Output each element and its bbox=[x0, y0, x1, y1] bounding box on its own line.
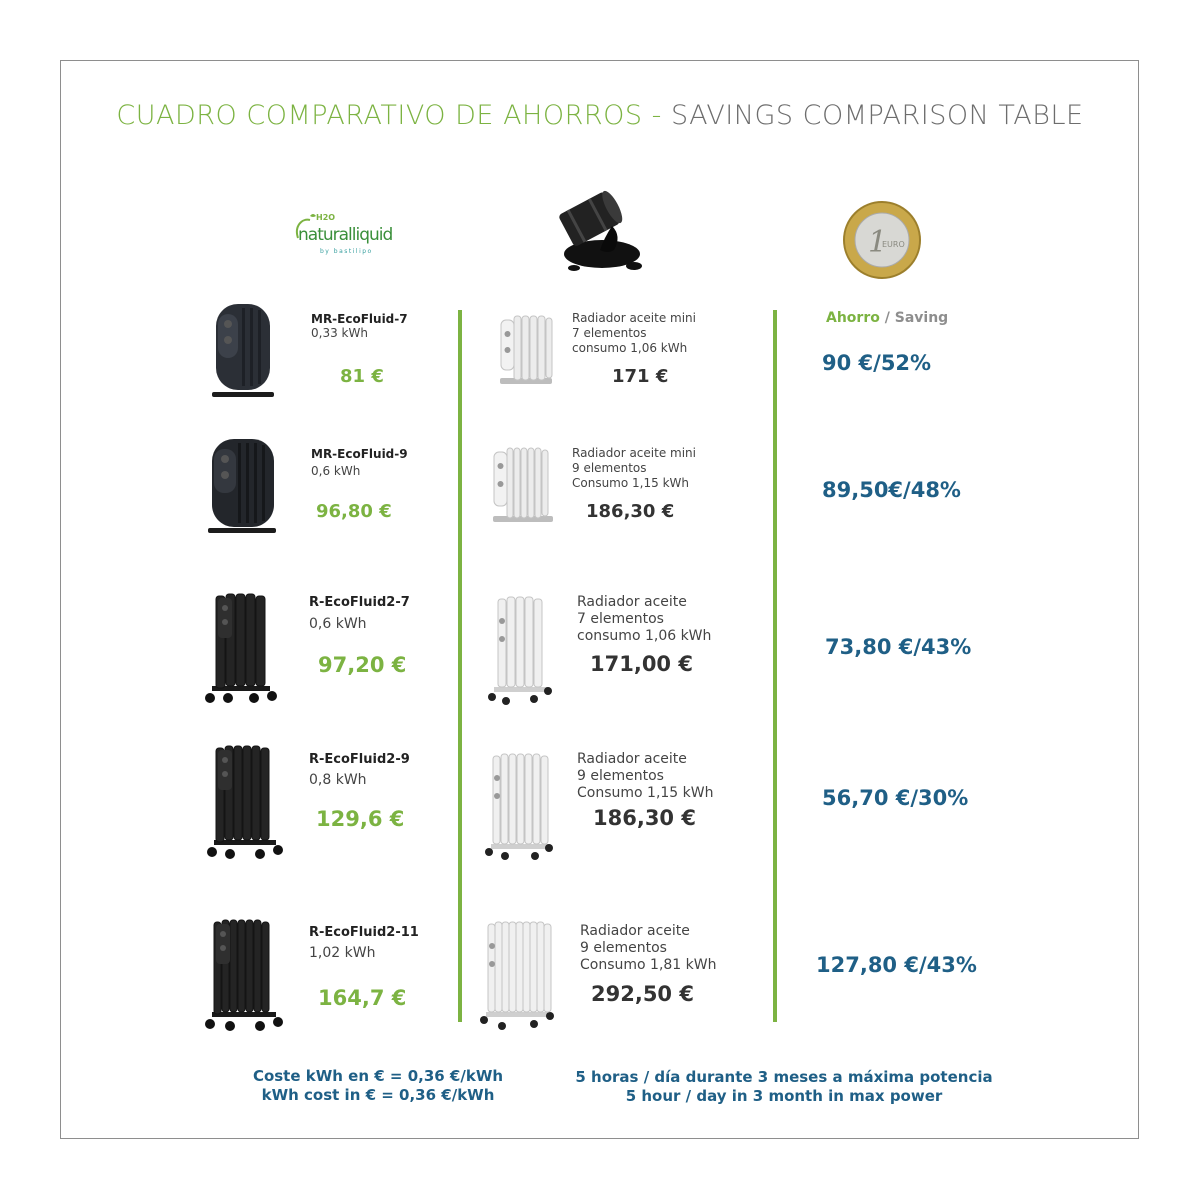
oil-desc-line: Consumo 1,81 kWh bbox=[580, 957, 717, 973]
product-kwh: 0,8 kWh bbox=[309, 772, 367, 788]
saving-header-en: Saving bbox=[894, 310, 949, 326]
product-kwh: 0,6 kWh bbox=[311, 464, 361, 478]
product-name: R-EcoFluid2-7 bbox=[309, 595, 410, 610]
kwh-cost-note: Coste kWh en € = 0,36 €/kWh kWh cost in … bbox=[252, 1067, 504, 1105]
brand-by: by bastilipo bbox=[320, 248, 373, 255]
product-name: R-EcoFluid2-11 bbox=[309, 925, 419, 940]
ecofluid-mini-radiator-image bbox=[208, 439, 276, 533]
product-price: 96,80 € bbox=[316, 501, 392, 522]
oil-desc-line: Consumo 1,15 kWh bbox=[577, 785, 714, 801]
title-separator: - bbox=[642, 100, 671, 131]
oil-radiator-desc: Radiador aceite 7 elementos consumo 1,06… bbox=[577, 594, 711, 645]
ecofluid-radiator-image bbox=[207, 745, 283, 859]
brand-h2o: H2O bbox=[316, 213, 335, 222]
ecofluid-radiator-image bbox=[205, 593, 277, 703]
saving-header-sep: / bbox=[879, 310, 895, 326]
oil-desc-line: 7 elementos bbox=[577, 611, 664, 627]
oil-price: 292,50 € bbox=[591, 982, 694, 1006]
oil-price: 186,30 € bbox=[586, 501, 675, 522]
saving-value: 90 €/52% bbox=[822, 351, 932, 375]
product-kwh: 1,02 kWh bbox=[309, 945, 376, 961]
svg-text:EURO: EURO bbox=[882, 240, 905, 249]
usage-note: 5 horas / día durante 3 meses a máxima p… bbox=[574, 1068, 994, 1106]
usage-en: 5 hour / day in 3 month in max power bbox=[625, 1087, 943, 1105]
product-price: 129,6 € bbox=[316, 807, 405, 831]
naturalliquid-logo: H2O naturalliquid by bastilipo bbox=[296, 213, 393, 255]
ecofluid-radiator-image bbox=[205, 919, 283, 1031]
oil-desc-line: 9 elementos bbox=[572, 461, 647, 475]
product-price: 97,20 € bbox=[318, 653, 407, 677]
oil-desc-line: 7 elementos bbox=[572, 326, 647, 340]
saving-value: 56,70 €/30% bbox=[822, 786, 969, 810]
product-kwh: 0,33 kWh bbox=[311, 326, 368, 340]
column-divider-right bbox=[773, 310, 777, 1022]
saving-value: 89,50€/48% bbox=[822, 478, 961, 502]
oil-desc-line: Radiador aceite mini bbox=[572, 311, 696, 325]
column-divider-left bbox=[458, 310, 462, 1022]
oil-radiator-desc: Radiador aceite mini 7 elementos consumo… bbox=[572, 311, 696, 356]
kwh-cost-en: kWh cost in € = 0,36 €/kWh bbox=[261, 1086, 495, 1104]
product-name: MR-EcoFluid-7 bbox=[311, 312, 408, 326]
oil-radiator-desc: Radiador aceite mini 9 elementos Consumo… bbox=[572, 446, 696, 491]
oil-radiator-image bbox=[480, 921, 554, 1030]
oil-barrel-icon bbox=[559, 190, 642, 271]
oil-radiator-image bbox=[485, 753, 553, 860]
product-kwh: 0,6 kWh bbox=[309, 616, 367, 632]
oil-radiator-desc: Radiador aceite 9 elementos Consumo 1,15… bbox=[577, 751, 713, 802]
euro-coin-icon: 1 EURO bbox=[843, 201, 921, 279]
product-name: MR-EcoFluid-9 bbox=[311, 447, 408, 461]
oil-desc-line: Radiador aceite bbox=[577, 594, 687, 610]
saving-value: 73,80 €/43% bbox=[825, 635, 972, 659]
saving-value: 127,80 €/43% bbox=[816, 953, 977, 977]
oil-radiator-desc: Radiador aceite 9 elementos Consumo 1,81… bbox=[580, 923, 716, 974]
product-price: 164,7 € bbox=[318, 986, 407, 1010]
oil-desc-line: 9 elementos bbox=[577, 768, 664, 784]
oil-mini-radiator-image bbox=[500, 315, 553, 384]
oil-desc-line: 9 elementos bbox=[580, 940, 667, 956]
oil-desc-line: consumo 1,06 kWh bbox=[577, 628, 712, 644]
brand-name: naturalliquid bbox=[298, 225, 392, 245]
oil-desc-line: Radiador aceite mini bbox=[572, 446, 696, 460]
oil-desc-line: Consumo 1,15 kWh bbox=[572, 476, 689, 490]
oil-radiator-image bbox=[488, 596, 552, 705]
oil-desc-line: consumo 1,06 kWh bbox=[572, 341, 688, 355]
title-en: SAVINGS COMPARISON TABLE bbox=[670, 100, 1084, 131]
page-title: CUADRO COMPARATIVO DE AHORROS - SAVINGS … bbox=[0, 100, 1200, 131]
page-frame bbox=[60, 60, 1139, 1139]
oil-price: 186,30 € bbox=[593, 806, 696, 830]
saving-header: Ahorro / Saving bbox=[826, 310, 948, 326]
usage-es: 5 horas / día durante 3 meses a máxima p… bbox=[575, 1068, 993, 1086]
product-name: R-EcoFluid2-9 bbox=[309, 752, 410, 767]
kwh-cost-es: Coste kWh en € = 0,36 €/kWh bbox=[252, 1067, 504, 1085]
title-es: CUADRO COMPARATIVO DE AHORROS bbox=[116, 100, 643, 131]
oil-price: 171 € bbox=[612, 366, 669, 387]
oil-price: 171,00 € bbox=[590, 652, 693, 676]
oil-desc-line: Radiador aceite bbox=[577, 751, 687, 767]
oil-desc-line: Radiador aceite bbox=[580, 923, 690, 939]
oil-mini-radiator-image bbox=[493, 447, 553, 522]
saving-header-es: Ahorro bbox=[826, 310, 880, 326]
svg-text:1: 1 bbox=[868, 225, 887, 260]
ecofluid-mini-radiator-image bbox=[212, 304, 274, 397]
product-price: 81 € bbox=[340, 366, 384, 387]
